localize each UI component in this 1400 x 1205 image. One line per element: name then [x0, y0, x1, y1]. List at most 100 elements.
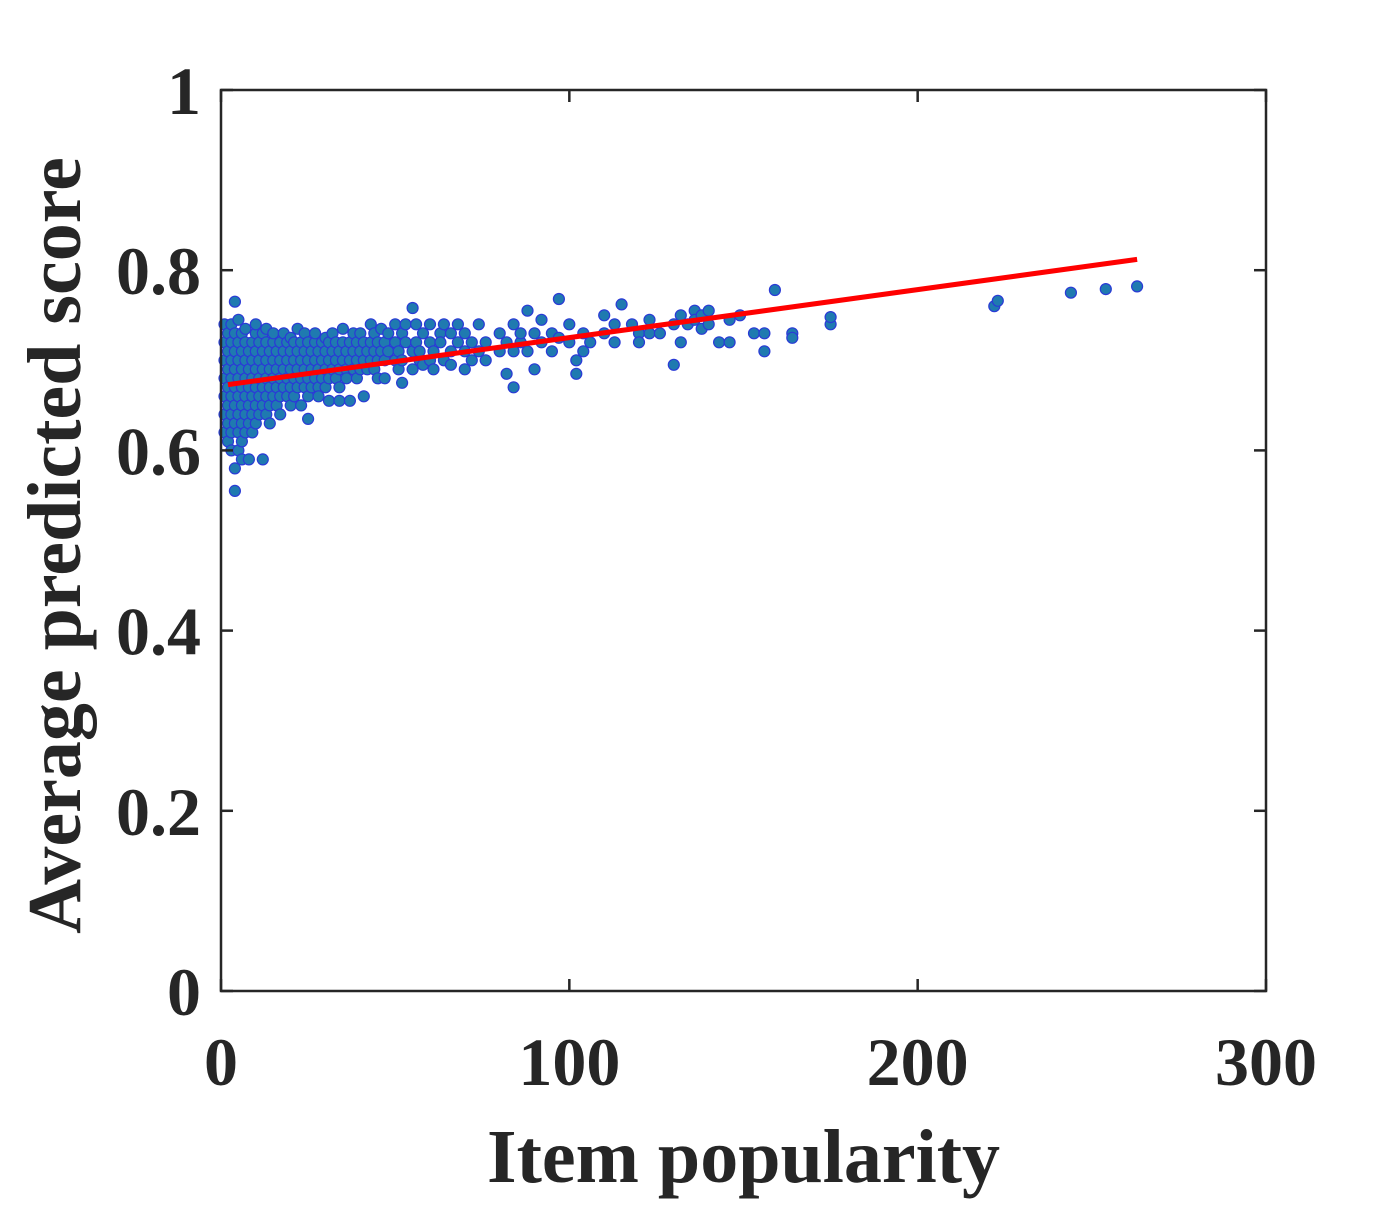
data-point — [552, 292, 566, 306]
data-point — [472, 318, 485, 331]
data-point — [758, 327, 771, 340]
plot-area — [218, 256, 1144, 497]
data-point — [528, 363, 541, 376]
data-point — [382, 327, 395, 340]
y-tick-label: 0.6 — [116, 413, 201, 489]
data-point — [451, 318, 464, 331]
data-point — [228, 484, 241, 497]
data-point — [521, 304, 534, 317]
data-point — [632, 336, 646, 349]
data-point — [528, 327, 541, 340]
data-point — [608, 318, 621, 331]
data-point — [228, 462, 241, 475]
y-tick-label: 1 — [167, 53, 201, 129]
data-point — [465, 336, 478, 349]
data-point — [786, 331, 799, 344]
data-point — [615, 298, 628, 311]
y-tick-label: 0 — [167, 954, 201, 1030]
data-point — [239, 322, 252, 335]
data-point — [521, 345, 534, 358]
data-point — [242, 453, 255, 466]
data-point — [723, 336, 736, 349]
data-point — [535, 313, 548, 326]
x-axis-label: Item popularity — [487, 1115, 1000, 1199]
data-point — [410, 318, 423, 331]
data-point — [768, 283, 782, 297]
axis-ticks — [219, 88, 1268, 993]
data-point — [399, 318, 412, 331]
data-point — [333, 381, 346, 394]
x-tick-label: 200 — [867, 1024, 969, 1100]
data-point — [584, 336, 597, 349]
data-point — [458, 327, 471, 340]
data-point — [991, 294, 1004, 307]
trend-line — [227, 256, 1138, 388]
data-point — [423, 318, 437, 331]
data-point — [674, 336, 687, 349]
data-point — [479, 354, 492, 367]
data-point — [274, 408, 287, 421]
axes-frame — [219, 88, 1268, 993]
data-point — [312, 390, 325, 403]
data-point — [598, 309, 611, 322]
data-point — [228, 295, 241, 308]
data-point — [322, 394, 336, 407]
data-point — [427, 363, 440, 376]
data-point — [608, 336, 621, 349]
data-point — [577, 345, 590, 358]
data-point — [437, 318, 450, 331]
data-point — [507, 318, 520, 331]
data-point — [747, 327, 761, 340]
data-point — [545, 345, 559, 358]
data-point — [309, 327, 322, 340]
data-point — [563, 318, 576, 331]
data-point — [357, 390, 370, 403]
y-tick-label: 0.4 — [116, 594, 201, 670]
data-point — [256, 453, 269, 466]
data-point — [667, 358, 680, 371]
data-point — [451, 336, 464, 349]
data-point — [1130, 280, 1144, 293]
data-point — [712, 336, 726, 349]
data-point — [493, 327, 506, 340]
y-tick-label: 0.8 — [116, 233, 201, 309]
data-point — [570, 354, 583, 367]
data-point — [444, 327, 457, 340]
data-point — [232, 313, 245, 326]
data-point — [458, 363, 471, 376]
y-tick-label: 0.2 — [116, 774, 201, 850]
data-point — [500, 367, 513, 380]
x-tick-label: 100 — [518, 1024, 620, 1100]
data-point — [295, 399, 308, 412]
data-point — [333, 394, 346, 407]
data-point — [653, 327, 667, 340]
data-point — [413, 345, 426, 358]
data-point — [824, 311, 837, 324]
data-point — [444, 358, 457, 371]
data-point — [406, 363, 419, 376]
data-point — [302, 412, 315, 425]
data-point — [702, 304, 715, 317]
data-point — [263, 417, 276, 430]
data-point — [570, 367, 583, 380]
data-point — [416, 327, 430, 340]
data-point — [1099, 283, 1112, 296]
data-point — [378, 372, 391, 385]
data-point — [465, 354, 478, 367]
data-point — [434, 336, 447, 349]
data-point — [396, 376, 409, 389]
data-point — [343, 394, 356, 407]
y-axis-label: Average predicted score — [13, 157, 97, 934]
data-point — [758, 345, 771, 358]
x-tick-label: 300 — [1215, 1024, 1317, 1100]
data-point — [336, 322, 349, 335]
data-point — [507, 381, 520, 394]
data-point — [514, 327, 527, 340]
data-point — [249, 318, 262, 331]
tick-labels: 0 100 200 300 0 0.2 0.4 0.6 0.8 1 — [116, 53, 1317, 1100]
x-tick-label: 0 — [204, 1024, 238, 1100]
data-point — [1064, 286, 1078, 299]
data-point — [406, 301, 419, 315]
